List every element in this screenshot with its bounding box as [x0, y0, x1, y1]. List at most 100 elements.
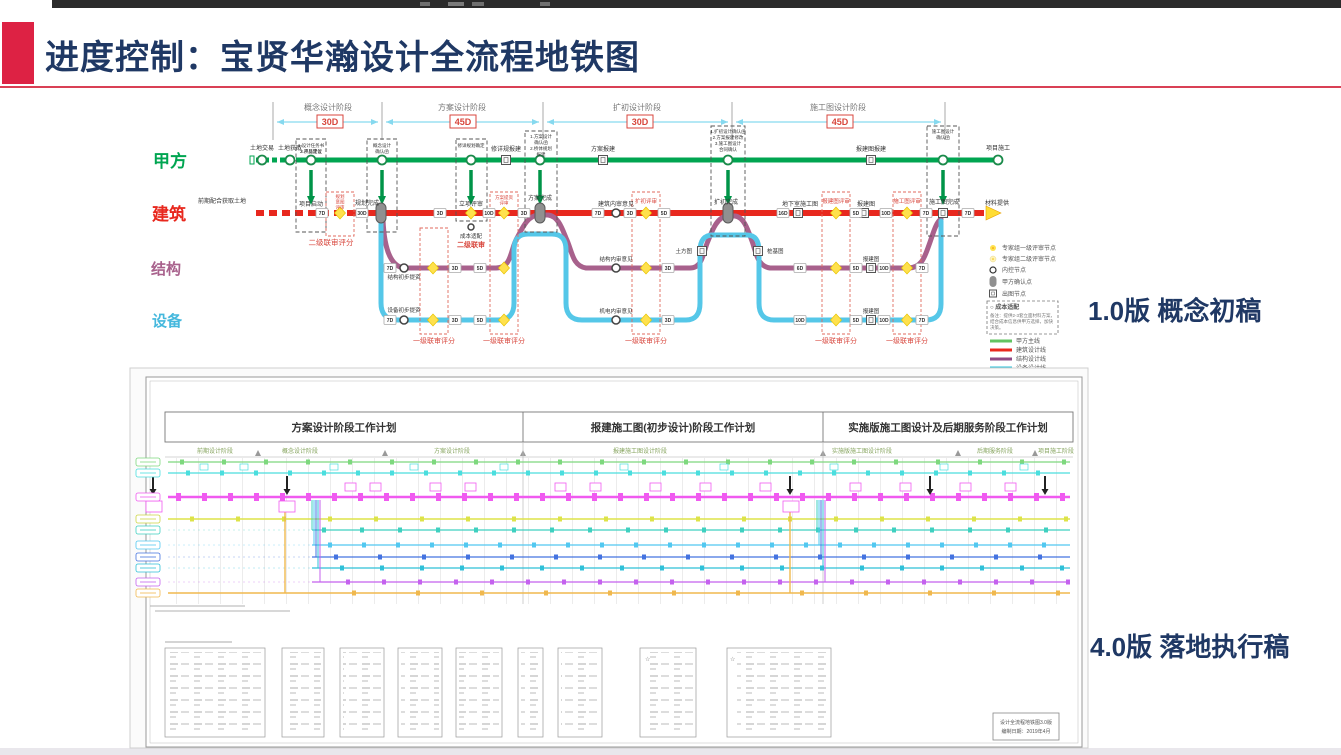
svg-text:确认函: 确认函: [375, 148, 389, 155]
version-1-label: 1.0版 概念初稿: [1088, 296, 1262, 326]
page-title: 进度控制：宝贤华瀚设计全流程地铁图: [45, 39, 640, 77]
star-icon: ☆: [645, 656, 650, 663]
svg-text:10D: 10D: [879, 266, 889, 272]
svg-text:项目施工阶段: 项目施工阶段: [1038, 447, 1074, 455]
svg-text:甲方主线: 甲方主线: [1016, 337, 1040, 345]
phase-label: 概念设计阶段: [304, 102, 352, 112]
svg-text:7D: 7D: [319, 211, 326, 217]
version-4-label: 4.0版 落地执行稿: [1090, 632, 1290, 662]
svg-text:3D: 3D: [452, 266, 459, 272]
svg-text:30D: 30D: [357, 211, 367, 217]
svg-text:土方图: 土方图: [675, 247, 692, 255]
svg-text:修详规划确定: 修详规划确定: [458, 142, 485, 149]
row-label-jianzhu: 建筑: [152, 204, 186, 224]
plan-header-1: 方案设计阶段工作计划: [292, 421, 397, 434]
phase-duration: 45D: [455, 117, 472, 127]
svg-text:5D: 5D: [853, 266, 860, 272]
svg-text:10D: 10D: [795, 318, 805, 324]
svg-text:前期配合获取土地: 前期配合获取土地: [198, 197, 246, 205]
plan-drawing-v4: 方案设计阶段工作计划 报建施工图(初步设计)阶段工作计划 实施版施工图设计及后期…: [129, 367, 1089, 749]
svg-text:二级联审评分: 二级联审评分: [309, 237, 354, 247]
title-rule: [0, 86, 1341, 88]
expert-review-nodes: [334, 206, 913, 327]
svg-text:3.产品建议: 3.产品建议: [300, 148, 322, 155]
svg-text:项目施工: 项目施工: [986, 144, 1010, 152]
svg-text:设备初步提资: 设备初步提资: [387, 306, 421, 314]
svg-text:出图节点: 出图节点: [1002, 290, 1026, 298]
plan-rows: [168, 459, 1070, 596]
plan-header: 方案设计阶段工作计划 报建施工图(初步设计)阶段工作计划 实施版施工图设计及后期…: [164, 411, 1074, 443]
svg-text:实施版施工图设计阶段: 实施版施工图设计阶段: [832, 447, 892, 455]
svg-text:3.施工图设计: 3.施工图设计: [715, 140, 742, 147]
svg-text:地下室施工图: 地下室施工图: [782, 200, 818, 208]
phase-label: 方案设计阶段: [438, 102, 486, 112]
arrowheads: [277, 119, 941, 125]
svg-text:7D: 7D: [919, 266, 926, 272]
svg-text:施工图完成: 施工图完成: [929, 198, 959, 206]
svg-text:5D: 5D: [853, 211, 860, 217]
svg-text:方案完成: 方案完成: [528, 194, 552, 202]
phase-label: 扩初设计阶段: [613, 102, 661, 112]
topbar-mark: [540, 2, 550, 6]
svg-text:一级联审评分: 一级联审评分: [413, 336, 455, 345]
svg-text:2.方案报建修改: 2.方案报建修改: [713, 134, 744, 141]
drawing-issue-nodes: [501, 155, 948, 325]
confirm-boxes: [295, 125, 960, 237]
svg-text:决策。: 决策。: [990, 324, 1004, 331]
svg-text:○ 成本适配: ○ 成本适配: [990, 303, 1019, 311]
plan-risers: [284, 500, 826, 593]
svg-text:7D: 7D: [965, 211, 972, 217]
star-icon: ☆: [730, 656, 735, 663]
legend-cost-box: [986, 300, 1059, 335]
row-label-jiegou: 结构: [151, 260, 181, 278]
svg-text:结构内审意见: 结构内审意见: [599, 255, 633, 263]
plan-header-2: 报建施工图(初步设计)阶段工作计划: [591, 421, 756, 434]
plan-subphase-row: 前期设计阶段 概念设计阶段 方案设计阶段 报建施工图设计阶段 实施版施工图设计阶…: [165, 447, 1074, 458]
svg-text:3D: 3D: [665, 318, 672, 324]
svg-text:修详规报建: 修详规报建: [491, 145, 521, 153]
metro-diagram-v1: 概念设计阶段 方案设计阶段 扩初设计阶段 施工图设计阶段 30D 45D 30D…: [151, 102, 1059, 372]
duration-badges: 7D 30D 3D 10D 3D 7D 3D 5D 16D 5D 10D 7D 7D 7D 3…: [315, 208, 975, 325]
jianzhu-labels: 前期配合获取土地 项目启动 规划 意图 评审 二级联审评分 规划完成 立项评审 …: [198, 193, 1009, 345]
row-label-shebei: 设备: [152, 312, 183, 330]
plan-row-labels: [135, 457, 161, 598]
svg-text:方案报建: 方案报建: [591, 145, 615, 153]
svg-text:2.桥体规划: 2.桥体规划: [530, 145, 552, 152]
svg-text:报建图: 报建图: [857, 200, 875, 208]
owner-confirm-pills: [375, 202, 734, 224]
svg-text:10D: 10D: [484, 211, 494, 217]
plan-footnotes: [150, 605, 290, 612]
svg-text:3D: 3D: [437, 211, 444, 217]
svg-text:立项评审: 立项评审: [459, 200, 483, 208]
svg-text:方案提资: 方案提资: [495, 194, 513, 201]
jiegou-labels: 结构初步提资 结构内审意见 土方图 桩基图 报建图: [387, 247, 879, 281]
svg-text:内控节点: 内控节点: [1002, 266, 1026, 274]
confirm-arrowheads: [307, 196, 947, 205]
shebei-line: [378, 216, 944, 323]
phase-label: 施工图设计阶段: [810, 102, 866, 112]
svg-text:扩初评审: 扩初评审: [635, 197, 658, 205]
svg-text:10D: 10D: [881, 211, 891, 217]
svg-text:报建: 报建: [537, 151, 546, 158]
legend-issue-icon: [989, 289, 997, 298]
svg-text:确认函: 确认函: [534, 139, 548, 146]
window-top-bar: [52, 0, 1341, 8]
topbar-mark: [448, 2, 464, 6]
svg-text:报建图: 报建图: [863, 255, 880, 263]
svg-text:7D: 7D: [387, 318, 394, 324]
topbar-mark: [420, 2, 430, 6]
phase-header: 概念设计阶段 方案设计阶段 扩初设计阶段 施工图设计阶段 30D 45D 30D…: [272, 102, 946, 140]
confirm-arrows: [309, 170, 945, 197]
svg-text:意图: 意图: [336, 199, 345, 206]
svg-text:建筑设计线: 建筑设计线: [1016, 346, 1046, 354]
svg-text:规划: 规划: [336, 193, 345, 200]
svg-text:5D: 5D: [661, 211, 668, 217]
svg-text:前期设计阶段: 前期设计阶段: [197, 447, 233, 455]
svg-text:一级联审评分: 一级联审评分: [886, 336, 928, 345]
svg-text:建筑内审意见: 建筑内审意见: [598, 200, 634, 208]
svg-text:结构设计线: 结构设计线: [1016, 355, 1046, 363]
svg-text:5D: 5D: [853, 318, 860, 324]
svg-text:桩基图: 桩基图: [767, 247, 784, 255]
row-label-jiafang: 甲方: [153, 151, 187, 171]
svg-text:机电内审意见: 机电内审意见: [599, 307, 633, 315]
